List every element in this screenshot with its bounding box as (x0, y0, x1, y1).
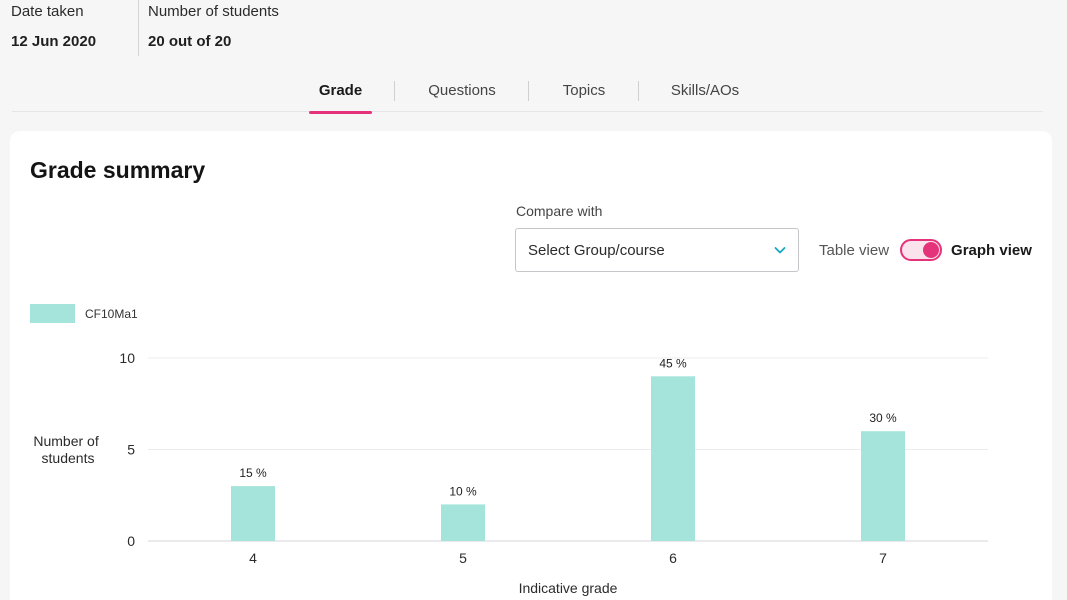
chevron-down-icon (774, 247, 786, 254)
legend-swatch (30, 304, 75, 323)
test-meta: Date taken 12 Jun 2020 Number of student… (0, 0, 289, 56)
x-tick-label: 6 (669, 550, 677, 566)
group-course-select[interactable]: Select Group/course (515, 228, 799, 272)
tab-divider (528, 81, 529, 101)
tab-divider (638, 81, 639, 101)
y-tick-label: 5 (127, 442, 135, 458)
students-label: Number of students (148, 3, 279, 20)
data-label: 15 % (239, 466, 267, 480)
students-value: 20 out of 20 (148, 33, 232, 50)
data-label: 30 % (869, 411, 897, 425)
grade-summary-card: Grade summary Compare with Select Group/… (10, 131, 1052, 600)
view-toggle: Table view Graph view (819, 237, 1032, 263)
tab-skills-aos[interactable]: Skills/AOs (670, 82, 740, 99)
tab-questions[interactable]: Questions (428, 82, 496, 99)
y-axis-label: Number of students (33, 433, 102, 466)
y-axis-label-line-1: Number of (33, 433, 98, 449)
tab-topics[interactable]: Topics (562, 82, 606, 99)
chart-legend: CF10Ma1 (30, 304, 138, 323)
legend-label: CF10Ma1 (85, 306, 138, 321)
x-tick-label: 7 (879, 550, 887, 566)
number-of-students: Number of students 20 out of 20 (138, 0, 289, 56)
date-taken-value: 12 Jun 2020 (11, 33, 97, 50)
switch-knob (923, 242, 940, 258)
tab-grade[interactable]: Grade (309, 66, 372, 114)
bar-grade-5 (441, 504, 485, 541)
data-label: 45 % (659, 356, 687, 370)
x-axis-label: Indicative grade (519, 580, 618, 596)
table-view-label[interactable]: Table view (819, 241, 890, 259)
x-tick-label: 4 (249, 550, 257, 566)
graph-view-label[interactable]: Graph view (951, 241, 1032, 259)
compare-with-label: Compare with (516, 203, 603, 219)
y-axis-label-line-2: students (42, 450, 95, 466)
tab-bar: Grade Questions Topics Skills/AOs (12, 66, 1043, 114)
date-taken: Date taken 12 Jun 2020 (0, 0, 138, 56)
select-value: Select Group/course (528, 242, 665, 259)
data-label: 10 % (449, 484, 477, 498)
y-tick-label: 10 (119, 350, 135, 366)
view-switch[interactable] (900, 239, 943, 261)
bar-grade-7 (861, 431, 905, 541)
x-tick-label: 5 (459, 550, 467, 566)
date-taken-label: Date taken (11, 3, 84, 20)
y-tick-label: 0 (127, 533, 135, 549)
grade-bar-chart: Number of students 0 5 10 15 % 4 10 % 5 45 % 6 3… (33, 350, 988, 596)
tab-divider (394, 81, 395, 101)
card-title: Grade summary (30, 157, 206, 183)
bar-grade-4 (231, 486, 275, 541)
bar-grade-6 (651, 376, 695, 541)
